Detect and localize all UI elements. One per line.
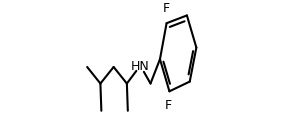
Text: F: F: [165, 99, 172, 112]
Text: F: F: [163, 2, 170, 15]
Text: HN: HN: [131, 60, 149, 74]
